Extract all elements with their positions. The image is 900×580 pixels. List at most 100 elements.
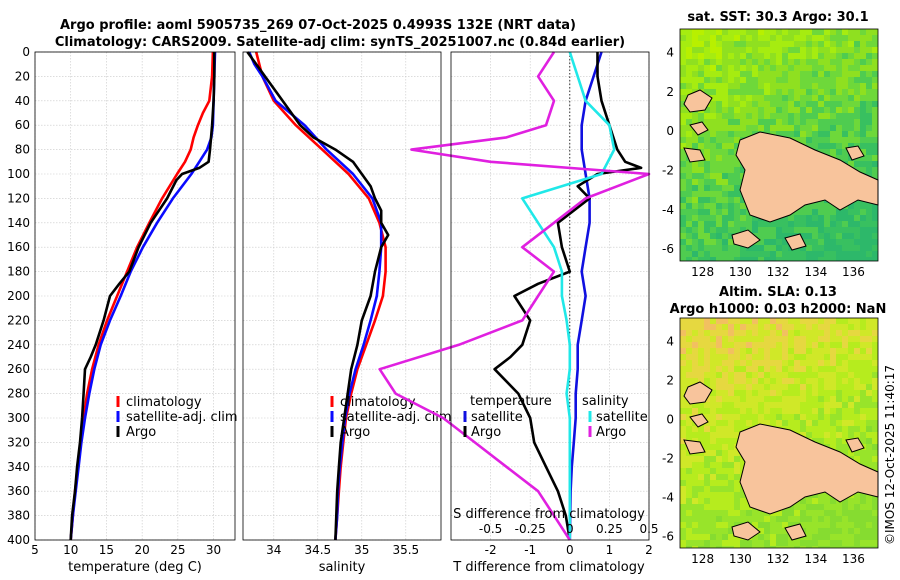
map-cell bbox=[680, 209, 686, 215]
map-cell bbox=[872, 89, 878, 95]
map-cell bbox=[842, 143, 848, 149]
map-cell bbox=[848, 504, 854, 510]
map-cell bbox=[716, 378, 722, 384]
map-cell bbox=[698, 143, 704, 149]
legend-salinity-heading: salinity bbox=[582, 394, 629, 409]
map-cell bbox=[728, 546, 734, 548]
map-cell bbox=[800, 53, 806, 59]
map-cell bbox=[734, 426, 740, 432]
map-cell bbox=[722, 203, 728, 209]
map-cell bbox=[734, 41, 740, 47]
map-cell bbox=[734, 119, 740, 125]
map-cell bbox=[734, 143, 740, 149]
map-cell bbox=[704, 360, 710, 366]
map-cell bbox=[824, 354, 830, 360]
map-cell bbox=[818, 83, 824, 89]
map-cell bbox=[794, 47, 800, 53]
map-cell bbox=[716, 498, 722, 504]
map-cell bbox=[860, 53, 866, 59]
t-difference-axis-label: T difference from climatology bbox=[452, 560, 645, 575]
map-cell bbox=[746, 318, 752, 324]
map-cell bbox=[854, 113, 860, 119]
map-cell bbox=[752, 41, 758, 47]
island-batanta bbox=[689, 121, 709, 136]
map-cell bbox=[698, 209, 704, 215]
map-cell bbox=[680, 173, 686, 179]
map-cell bbox=[698, 83, 704, 89]
map-cell bbox=[818, 203, 824, 209]
map-cell bbox=[752, 354, 758, 360]
map-cell bbox=[824, 540, 830, 546]
map-cell bbox=[812, 89, 818, 95]
map-cell bbox=[854, 528, 860, 534]
map-cell bbox=[716, 450, 722, 456]
island-biak bbox=[845, 145, 865, 161]
map-cell bbox=[740, 462, 746, 468]
map-cell bbox=[746, 330, 752, 336]
map-cell bbox=[746, 65, 752, 71]
map-cell bbox=[794, 95, 800, 101]
map-cell bbox=[704, 149, 710, 155]
map-cell bbox=[710, 203, 716, 209]
map-cell bbox=[848, 420, 854, 426]
map-cell bbox=[728, 528, 734, 534]
legend-t-satellite-label: satellite bbox=[471, 410, 523, 425]
map-cell bbox=[854, 342, 860, 348]
map-cell bbox=[740, 95, 746, 101]
temperature-tick-labels: 5 10 15 20 25 30 bbox=[31, 543, 221, 557]
map-cell bbox=[686, 414, 692, 420]
map-cell bbox=[788, 113, 794, 119]
map-cell bbox=[800, 227, 806, 233]
map-cell bbox=[776, 47, 782, 53]
map-cell bbox=[776, 546, 782, 548]
map-cell bbox=[746, 95, 752, 101]
map-cell bbox=[842, 534, 848, 540]
map-cell bbox=[764, 71, 770, 77]
map-cell bbox=[794, 77, 800, 83]
map-cell bbox=[872, 83, 878, 89]
map-cell bbox=[872, 221, 878, 227]
map-cell bbox=[686, 221, 692, 227]
map-cell bbox=[836, 245, 842, 251]
map-cell bbox=[680, 414, 686, 420]
map-cell bbox=[752, 251, 758, 257]
map-cell bbox=[806, 47, 812, 53]
map-cell bbox=[860, 426, 866, 432]
map-cell bbox=[704, 131, 710, 137]
map-cell bbox=[728, 360, 734, 366]
map-cell bbox=[704, 179, 710, 185]
map-cell bbox=[704, 450, 710, 456]
map-cell bbox=[818, 540, 824, 546]
map-cell bbox=[752, 119, 758, 125]
map-cell bbox=[872, 101, 878, 107]
map-cell bbox=[722, 227, 728, 233]
map-cell bbox=[740, 131, 746, 137]
map-cell bbox=[692, 71, 698, 77]
map-cell bbox=[698, 348, 704, 354]
map-cell bbox=[728, 426, 734, 432]
map-cell bbox=[710, 486, 716, 492]
map-cell bbox=[722, 149, 728, 155]
map-cell bbox=[866, 336, 872, 342]
map-cell bbox=[728, 257, 734, 261]
map-cell bbox=[812, 29, 818, 35]
map-cell bbox=[842, 318, 848, 324]
map-cell bbox=[854, 245, 860, 251]
map-cell bbox=[746, 390, 752, 396]
map-cell bbox=[812, 203, 818, 209]
map-cell bbox=[806, 95, 812, 101]
map-cell bbox=[776, 77, 782, 83]
map-cell bbox=[740, 113, 746, 119]
map-cell bbox=[686, 318, 692, 324]
map-cell bbox=[716, 384, 722, 390]
map-cell bbox=[722, 77, 728, 83]
map-cell bbox=[710, 408, 716, 414]
map-cell bbox=[740, 119, 746, 125]
map-cell bbox=[746, 71, 752, 77]
map-cell bbox=[704, 35, 710, 41]
map-cell bbox=[824, 396, 830, 402]
map-cell bbox=[824, 47, 830, 53]
map-cell bbox=[698, 522, 704, 528]
map-cell bbox=[746, 53, 752, 59]
map-cell bbox=[842, 53, 848, 59]
